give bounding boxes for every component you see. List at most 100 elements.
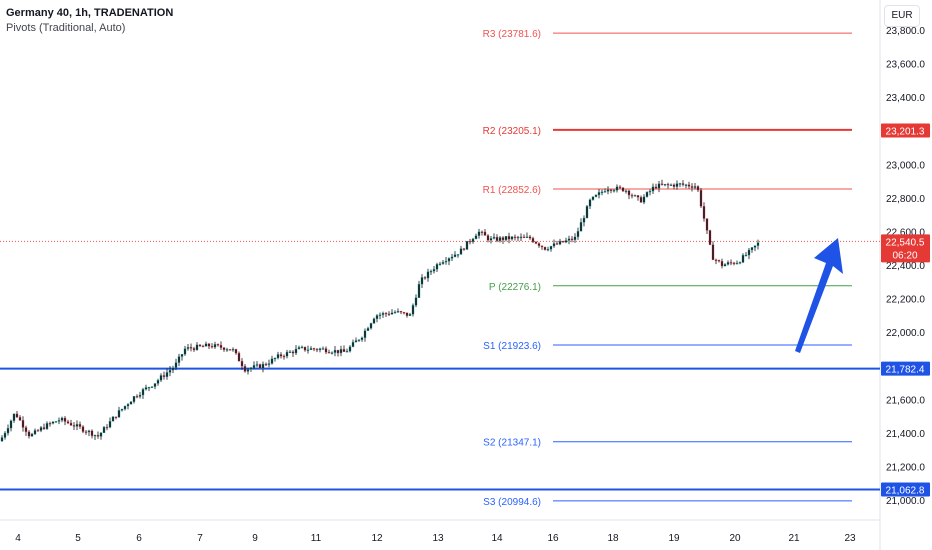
candle-body — [423, 277, 427, 279]
candle-body — [678, 183, 682, 185]
candle-body — [585, 205, 589, 219]
candle-body — [174, 362, 178, 369]
currency-button[interactable]: EUR — [884, 5, 920, 27]
candle-body — [444, 260, 448, 263]
candle-body — [441, 261, 445, 264]
candle-body — [180, 354, 184, 357]
candle-body — [60, 417, 64, 421]
candle-body — [717, 259, 721, 262]
candle-body — [240, 360, 244, 367]
candle-body — [741, 254, 745, 263]
candle-body — [738, 262, 742, 264]
candle-body — [24, 427, 28, 433]
time-tick-label: 4 — [15, 533, 21, 544]
candle-body — [282, 355, 286, 358]
candle-body — [171, 367, 175, 371]
candle-body — [753, 245, 757, 248]
candle-body — [66, 421, 70, 424]
candle-body — [12, 413, 16, 421]
arrow-annotation[interactable] — [795, 238, 843, 353]
candle-body — [399, 311, 403, 313]
candle-body — [285, 351, 289, 357]
candle-body — [468, 241, 472, 243]
time-tick-label: 19 — [668, 533, 680, 544]
candle-body — [540, 245, 544, 248]
candle-body — [159, 375, 163, 381]
candle-body — [264, 363, 268, 366]
candle-body — [345, 351, 349, 353]
candle-body — [693, 186, 697, 188]
candle-body — [75, 424, 79, 427]
candle-body — [408, 314, 412, 316]
last-price-tag — [881, 234, 930, 263]
candle-body — [48, 423, 52, 425]
candle-body — [522, 236, 526, 239]
candle-body — [480, 231, 484, 234]
candle-body — [516, 236, 520, 239]
candle-body — [546, 249, 550, 251]
candle-body — [378, 314, 382, 316]
candle-body — [153, 383, 157, 387]
symbol-title[interactable]: Germany 40, 1h, TRADENATION — [6, 7, 174, 19]
candle-body — [576, 231, 580, 238]
candle-body — [72, 425, 76, 427]
candle-body — [618, 186, 622, 188]
candle-body — [735, 262, 739, 265]
candle-body — [714, 259, 718, 262]
candle-body — [567, 238, 571, 241]
candle-body — [204, 343, 208, 347]
candle-body — [114, 416, 118, 418]
candle-body — [690, 186, 694, 188]
candle-body — [645, 191, 649, 197]
indicator-legend[interactable]: Pivots (Traditional, Auto) — [6, 22, 126, 34]
candle-body — [411, 305, 415, 315]
candle-body — [621, 187, 625, 192]
candle-body — [729, 262, 733, 264]
time-tick-label: 18 — [607, 533, 619, 544]
candle-body — [471, 238, 475, 242]
candle-body — [225, 349, 229, 351]
candle-body — [237, 352, 241, 362]
time-tick-label: 14 — [491, 533, 503, 544]
candle-body — [261, 363, 265, 369]
candle-body — [336, 349, 340, 354]
candle-body — [219, 344, 223, 348]
candle-body — [372, 318, 376, 324]
candle-body — [21, 420, 25, 428]
candle-body — [363, 330, 367, 338]
candle-body — [696, 186, 700, 191]
candle-body — [381, 312, 385, 315]
candle-body — [591, 196, 595, 200]
candle-body — [747, 249, 751, 256]
candle-body — [309, 348, 313, 350]
candle-body — [234, 349, 238, 354]
candle-body — [102, 426, 106, 434]
price-tick-label: 22,800.0 — [886, 194, 925, 205]
candle-body — [78, 424, 82, 427]
candle-body — [609, 189, 613, 191]
candle-body — [339, 349, 343, 354]
candle-body — [402, 311, 406, 314]
candle-body — [30, 433, 34, 437]
candle-body — [255, 364, 259, 366]
candle-body — [84, 431, 88, 433]
candle-body — [531, 238, 535, 243]
candle-body — [744, 254, 748, 257]
candle-body — [414, 297, 418, 306]
candle-body — [315, 348, 319, 351]
candle-body — [186, 347, 190, 349]
price-tag-label: 23,201.3 — [886, 126, 925, 137]
price-tick-label: 23,600.0 — [886, 60, 925, 71]
candle-body — [117, 410, 121, 418]
candle-body — [582, 217, 586, 223]
candle-body — [177, 356, 181, 363]
candle-body — [705, 218, 709, 231]
candle-body — [723, 264, 727, 267]
candle-body — [279, 354, 283, 357]
candle-body — [489, 238, 493, 241]
candle-body — [267, 363, 271, 365]
candle-body — [168, 369, 172, 373]
candle-body — [543, 246, 547, 251]
candle-body — [579, 222, 583, 232]
